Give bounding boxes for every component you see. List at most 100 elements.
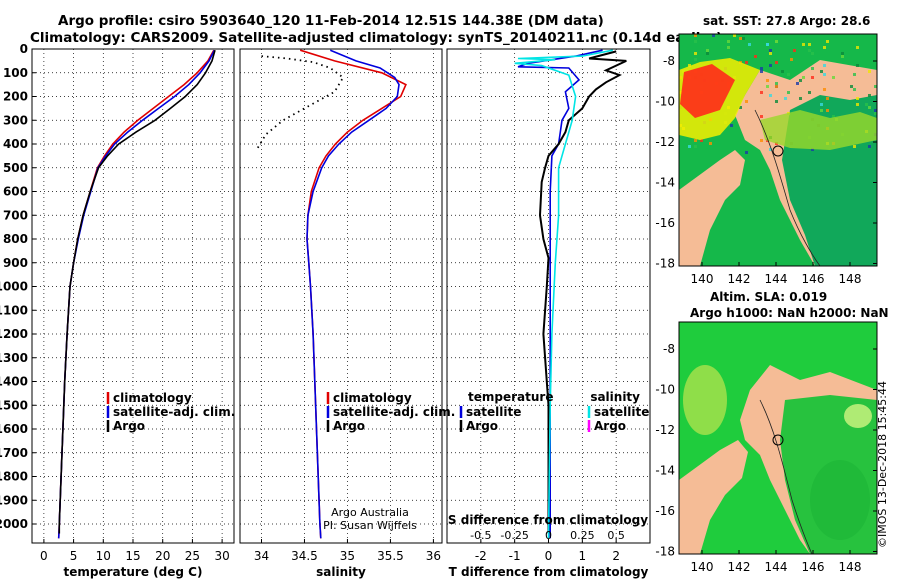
sst-map-hot-region <box>680 64 735 118</box>
sst-map-pixel <box>823 73 826 76</box>
sst-map-pixel <box>796 82 799 85</box>
sla-map-ytick-label: -16 <box>655 504 675 518</box>
sst-map-frame <box>678 33 878 267</box>
sst-map-pixel <box>868 106 871 109</box>
sla-map-ytick-label: -8 <box>663 342 675 356</box>
sst-map-pixel <box>730 124 733 127</box>
sst-map-pixel <box>820 70 823 73</box>
sst-map-pixel <box>769 64 772 67</box>
sla-map-title-line1: Altim. SLA: 0.019 <box>710 290 828 304</box>
sla-map-ytick-label: -18 <box>655 545 675 559</box>
temperature-profile-series-satellite-adj-clim- <box>57 49 216 539</box>
sst-map-pixel <box>823 88 826 91</box>
difference-profile: -2 -1 0 1 2 T difference from climatology temp… <box>446 48 651 579</box>
sla-map-xtick-label: 146 <box>802 560 825 574</box>
temperature-ytick-label: 800 <box>3 232 28 246</box>
temperature-profile-legend-label: climatology <box>113 391 192 405</box>
salinity-profile-xtick-label: 35 <box>340 549 355 563</box>
salinity-profile: 34 34.5 35 35.5 36 salinity climatologysatelli… <box>239 48 455 579</box>
sst-map-xtick-label: 142 <box>728 272 751 286</box>
temperature-ytick-label: 300 <box>3 113 28 127</box>
sst-map-pixel <box>853 73 856 76</box>
sst-map-argo-marker <box>772 145 784 157</box>
sst-map-cape-york <box>679 150 745 266</box>
sst-map-pixel <box>694 52 697 55</box>
sla-map-ocean <box>679 322 877 554</box>
diff-top-tick-label: -0.5 <box>470 529 491 542</box>
temperature-ytick-label: 1500 <box>0 398 28 412</box>
temperature-profile-xtick-label: 30 <box>214 549 229 563</box>
temperature-ytick-label: 700 <box>3 208 28 222</box>
sst-map-pixel <box>787 91 790 94</box>
sst-map-pixel <box>793 49 796 52</box>
temperature-profile-series-climatology <box>57 49 215 539</box>
sst-map-ytick-label: -10 <box>655 95 675 109</box>
diff-top-tick-label: 0.25 <box>570 529 595 542</box>
temperature-profile-xlabel: temperature (deg C) <box>64 565 203 579</box>
temperature-profile-frame <box>31 48 235 544</box>
sst-map-mid-region <box>760 110 877 150</box>
sst-map-pixel <box>766 85 769 88</box>
sla-map-xtick-label: 144 <box>765 560 788 574</box>
temperature-ytick-label: 600 <box>3 185 28 199</box>
sst-map-pixel <box>826 40 829 43</box>
sst-map-xtick-label: 146 <box>802 272 825 286</box>
salinity-profile-legend-label: satellite-adj. clim. <box>333 405 455 419</box>
sst-map-pixel <box>706 52 709 55</box>
temperature-ytick-label: 1600 <box>0 422 28 436</box>
sst-map: 140 142 144 146 148 -8 -10 -12 -14 -16 -18 <box>655 33 878 286</box>
sst-map-pixel <box>808 91 811 94</box>
difference-profile-xtick-label: 0 <box>545 549 553 563</box>
sst-map-pixel <box>742 37 745 40</box>
salinity-profile-legend-label: climatology <box>333 391 412 405</box>
temperature-ytick-label: 0 <box>20 42 28 56</box>
sst-map-pixel <box>820 103 823 106</box>
sst-map-pixel <box>775 100 778 103</box>
temperature-profile-xtick-label: 10 <box>96 549 111 563</box>
temperature-ytick-label: 1000 <box>0 280 28 294</box>
temperature-profile-xtick-label: 15 <box>125 549 140 563</box>
sst-map-ytick-label: -8 <box>663 54 675 68</box>
sst-map-pixel <box>694 34 697 37</box>
sst-map-pixel <box>850 85 853 88</box>
sst-map-pixel <box>811 67 814 70</box>
sst-map-pixel <box>733 34 736 37</box>
sst-map-pixel <box>727 46 730 49</box>
sst-map-xtick-label: 140 <box>691 272 714 286</box>
salinity-profile-series-argo <box>256 55 345 150</box>
sla-map-high-anomaly <box>683 365 727 435</box>
sst-map-pixel <box>694 139 697 142</box>
difference-profile-series-s-satellite <box>514 49 613 539</box>
temperature-ytick-label: 1700 <box>0 446 28 460</box>
sla-map-ytick-label: -14 <box>655 464 675 478</box>
salinity-profile-series-satellite-adj-clim- <box>306 49 400 539</box>
sst-map-pixel <box>856 97 859 100</box>
sla-map-xtick-label: 140 <box>691 560 714 574</box>
sst-map-pixel <box>799 79 802 82</box>
sla-map: 140 142 144 146 148 -8 -10 -12 -14 -16 -18 <box>655 321 878 574</box>
sst-map-pixel <box>841 55 844 58</box>
diff-legend-label: Argo <box>594 419 626 433</box>
temperature-profile-legend-label: satellite-adj. clim. <box>113 405 235 419</box>
sla-map-contour <box>759 399 813 554</box>
sst-map-pixel <box>811 52 814 55</box>
sla-map-argo-marker <box>772 434 784 446</box>
sst-map-pixel <box>694 145 697 148</box>
temperature-ytick-label: 100 <box>3 66 28 80</box>
sst-map-pixel <box>760 115 763 118</box>
salinity-profile-xtick-label: 34 <box>254 549 269 563</box>
salinity-profile-series-climatology <box>299 49 407 539</box>
salinity-profile-legend-label: Argo <box>333 419 365 433</box>
temperature-profile-xtick-label: 25 <box>185 549 200 563</box>
diff-top-tick-label: -0.25 <box>500 529 528 542</box>
sst-map-pixel <box>745 61 748 64</box>
salinity-profile-xlabel: salinity <box>316 565 366 579</box>
temperature-ytick-label: 500 <box>3 161 28 175</box>
sst-map-pixel <box>688 64 691 67</box>
sst-map-pixel <box>694 58 697 61</box>
sst-map-ytick-label: -16 <box>655 216 675 230</box>
temperature-ytick-label: 1300 <box>0 351 28 365</box>
sst-map-pixel <box>811 76 814 79</box>
sla-map-eddy <box>844 404 872 428</box>
temperature-profile-xtick-label: 0 <box>40 549 48 563</box>
